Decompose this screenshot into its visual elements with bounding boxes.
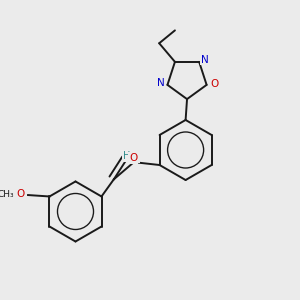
Text: N: N	[131, 152, 139, 162]
Text: N: N	[201, 55, 209, 64]
Text: O: O	[16, 190, 24, 200]
Text: N: N	[157, 78, 165, 88]
Text: H: H	[123, 151, 130, 161]
Text: O: O	[129, 153, 137, 163]
Text: O: O	[210, 79, 218, 89]
Text: CH₃: CH₃	[0, 190, 14, 199]
